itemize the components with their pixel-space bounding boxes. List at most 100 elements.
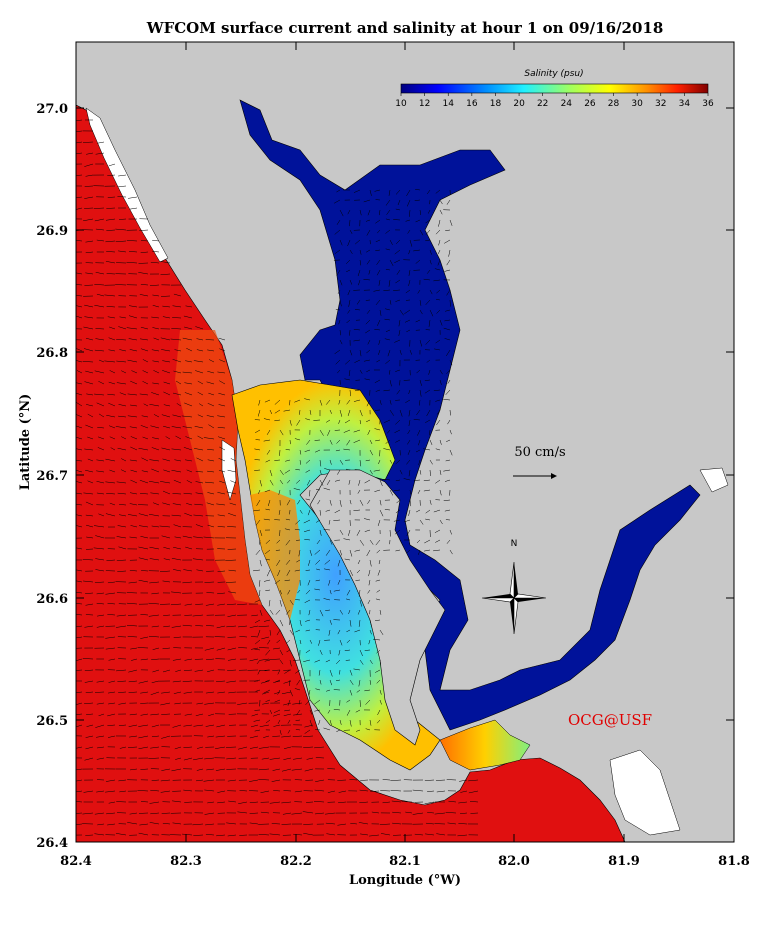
current-vector: [152, 647, 160, 650]
current-vector: [148, 513, 160, 517]
y-axis-label: Latitude (°N): [18, 394, 33, 491]
current-vector: [107, 602, 116, 605]
current-vector: [399, 539, 404, 546]
current-vector: [149, 581, 160, 584]
current-vector: [308, 609, 311, 616]
current-vector: [389, 399, 392, 405]
current-vector: [140, 768, 149, 770]
current-vector: [183, 724, 193, 727]
current-vector: [126, 624, 138, 627]
current-vector: [395, 509, 401, 514]
current-vector: [107, 713, 116, 717]
current-vector: [238, 746, 248, 750]
current-vector: [393, 289, 401, 291]
current-vector: [365, 319, 371, 325]
current-vector: [150, 492, 160, 495]
current-vector: [85, 424, 94, 429]
current-vector: [349, 719, 352, 727]
current-vector: [319, 469, 322, 475]
current-vector: [192, 823, 204, 826]
current-vector: [339, 609, 343, 615]
current-vector: [96, 702, 105, 705]
current-vector: [298, 549, 301, 557]
current-vector: [363, 199, 371, 203]
current-vector: [359, 349, 362, 357]
current-vector: [376, 679, 381, 684]
current-vector: [162, 490, 171, 495]
current-vector: [337, 629, 341, 635]
current-vector: [446, 439, 451, 442]
current-vector: [353, 399, 361, 402]
current-vector: [349, 349, 353, 356]
current-vector: [408, 509, 411, 516]
current-vector: [206, 658, 215, 661]
current-vector: [370, 790, 380, 792]
current-vector: [163, 425, 171, 429]
current-vector: [427, 790, 435, 792]
current-vector: [449, 299, 451, 307]
current-vector: [367, 209, 371, 216]
current-vector: [182, 833, 193, 836]
current-vector: [406, 459, 411, 465]
current-vector: [76, 240, 83, 242]
current-vector: [254, 459, 261, 461]
current-vector: [379, 209, 381, 216]
current-vector: [329, 409, 332, 414]
current-vector: [369, 439, 373, 445]
current-vector: [379, 479, 383, 487]
current-vector: [303, 832, 314, 836]
current-vector: [249, 625, 259, 628]
current-vector: [359, 499, 364, 506]
current-vector: [364, 529, 371, 532]
current-vector: [319, 429, 324, 436]
colorbar-tick-label: 30: [631, 99, 643, 109]
current-vector: [376, 649, 381, 654]
current-vector: [325, 549, 331, 556]
current-vector: [195, 625, 204, 627]
current-vector: [395, 189, 401, 195]
current-vector: [284, 709, 291, 712]
current-vector: [319, 509, 321, 516]
current-vector: [434, 812, 446, 815]
current-vector: [219, 348, 226, 352]
current-vector: [192, 558, 204, 561]
current-vector: [345, 468, 351, 471]
current-vector: [107, 393, 116, 396]
current-vector: [259, 529, 263, 537]
current-vector: [129, 207, 138, 210]
current-vector: [162, 647, 171, 650]
current-vector: [96, 680, 105, 683]
current-vector: [183, 746, 193, 748]
current-vector: [258, 833, 270, 836]
current-vector: [326, 833, 336, 836]
current-vector: [283, 702, 292, 706]
current-vector: [339, 409, 343, 417]
current-vector: [278, 489, 281, 495]
compass-west-point: [482, 594, 514, 598]
current-vector: [140, 702, 149, 704]
current-vector: [405, 811, 413, 814]
current-vector: [196, 702, 204, 705]
current-vector: [181, 415, 193, 418]
current-vector: [375, 439, 381, 442]
current-vector: [138, 513, 149, 517]
current-vector: [359, 801, 369, 804]
current-vector: [194, 503, 204, 506]
current-vector: [273, 709, 281, 713]
current-vector: [385, 248, 391, 251]
current-vector: [426, 269, 431, 274]
current-vector: [76, 669, 83, 671]
colorbar-gradient: [400, 83, 709, 94]
current-vector: [237, 811, 248, 814]
current-vector: [434, 268, 441, 271]
current-vector: [94, 370, 105, 374]
current-vector: [237, 603, 248, 606]
current-vector: [459, 812, 468, 814]
current-vector: [293, 488, 301, 491]
current-vector: [304, 768, 314, 772]
current-vector: [76, 547, 83, 550]
current-vector: [107, 735, 116, 738]
current-vector: [193, 360, 204, 363]
current-vector: [327, 429, 331, 436]
current-vector: [445, 309, 451, 312]
